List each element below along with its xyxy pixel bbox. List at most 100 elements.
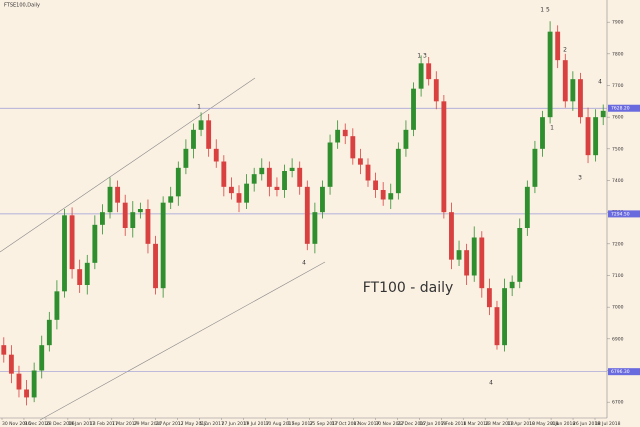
candle-body bbox=[92, 224, 98, 263]
wave-label: 1 bbox=[197, 104, 201, 111]
candle-body bbox=[335, 129, 341, 143]
candle-body bbox=[100, 212, 105, 225]
candle-body bbox=[471, 237, 477, 276]
candle-body bbox=[228, 186, 234, 194]
candle-body bbox=[388, 193, 394, 200]
y-tick-label: 7500 bbox=[612, 146, 624, 152]
x-tick-label: 30 Nov 2017 bbox=[375, 421, 404, 427]
candle-body bbox=[168, 196, 174, 203]
y-tick-label: 6700 bbox=[612, 400, 624, 406]
y-tick-label: 7600 bbox=[612, 115, 624, 121]
x-tick-label: 18 Jul 2018 bbox=[595, 421, 621, 427]
candle-body bbox=[266, 167, 272, 187]
y-tick-label: 7200 bbox=[612, 241, 624, 247]
candle-body bbox=[426, 63, 432, 80]
candle-body bbox=[433, 79, 439, 102]
x-tick-label: 4 Jun 2018 bbox=[551, 421, 575, 427]
candle-body bbox=[107, 186, 113, 213]
candle-body bbox=[84, 262, 90, 285]
candle-body bbox=[532, 148, 538, 187]
candle-body bbox=[39, 345, 45, 371]
candle-body bbox=[282, 171, 287, 190]
candle-body bbox=[456, 250, 462, 260]
x-tick-label: 1 Mar 2018 bbox=[463, 421, 489, 427]
candle-body bbox=[320, 186, 325, 213]
x-tick-label: 5 Jun 2017 bbox=[200, 421, 224, 427]
x-tick-label: 8 Nov 2017 bbox=[353, 421, 379, 427]
x-tick-label: 12 May 2017 bbox=[178, 421, 207, 427]
candle-body bbox=[509, 281, 515, 289]
candle-body bbox=[555, 31, 561, 61]
x-tick-label: 13 Feb 2017 bbox=[90, 421, 118, 427]
x-tick-label: 7 Feb 2018 bbox=[441, 421, 466, 427]
wave-label: 2 bbox=[563, 47, 567, 54]
wave-label: 4 bbox=[489, 380, 493, 387]
candle-body bbox=[357, 158, 363, 165]
candle-body bbox=[494, 307, 500, 346]
chart-header: FTSE100,Daily bbox=[4, 3, 40, 9]
candle-body bbox=[373, 180, 379, 190]
candle-body bbox=[502, 288, 507, 346]
candle-body bbox=[16, 373, 22, 390]
candle-body bbox=[46, 319, 52, 346]
candle-body bbox=[304, 186, 310, 244]
candle-body bbox=[221, 161, 227, 187]
level-label: 6796.30 bbox=[611, 369, 630, 375]
x-tick-label: 10 May 2018 bbox=[529, 421, 558, 427]
x-tick-label: 17 Oct 2017 bbox=[331, 421, 359, 427]
candle-body bbox=[365, 164, 371, 181]
x-tick-label: 19 Jan 2017 bbox=[68, 421, 95, 427]
candle-body bbox=[130, 212, 136, 228]
candle-body bbox=[24, 389, 29, 398]
candle-body bbox=[145, 209, 151, 244]
candle-body bbox=[464, 250, 470, 276]
candle-body bbox=[198, 120, 204, 130]
candle-body bbox=[69, 215, 75, 270]
candle-body bbox=[206, 120, 212, 149]
candle-body bbox=[517, 228, 523, 282]
candle-body bbox=[380, 190, 386, 200]
candle-body bbox=[289, 167, 295, 171]
candle-body bbox=[403, 129, 409, 149]
level-label-box bbox=[608, 368, 640, 376]
candle-body bbox=[342, 129, 348, 137]
channel-line bbox=[39, 261, 326, 421]
candle-body bbox=[274, 186, 280, 190]
candle-body bbox=[600, 110, 606, 118]
candle-body bbox=[259, 167, 265, 175]
wave-label: 1 bbox=[550, 125, 554, 132]
candle-body bbox=[244, 183, 250, 203]
x-tick-label: 29 Mar 2017 bbox=[134, 421, 163, 427]
candle-body bbox=[153, 243, 158, 289]
candle-body bbox=[479, 237, 485, 289]
channel-line bbox=[0, 77, 256, 253]
candle-body bbox=[395, 148, 401, 194]
candle-body bbox=[449, 212, 454, 260]
candle-body bbox=[418, 63, 424, 89]
candle-body bbox=[524, 186, 530, 228]
candle-body bbox=[175, 167, 181, 197]
x-tick-label: 9 Dec 2016 bbox=[24, 421, 50, 427]
level-label-box bbox=[608, 104, 640, 112]
x-tick-label: 30 Nov 2016 bbox=[2, 421, 31, 427]
candle-body bbox=[486, 288, 492, 308]
y-tick-label: 7800 bbox=[612, 51, 624, 57]
candle-body bbox=[62, 215, 67, 292]
y-tick-label: 7100 bbox=[612, 273, 624, 279]
candle-body bbox=[411, 88, 416, 130]
y-tick-label: 7900 bbox=[612, 20, 624, 26]
x-tick-label: 28 Dec 2016 bbox=[46, 421, 75, 427]
candle-body bbox=[441, 101, 447, 213]
x-tick-label: 23 Mar 2018 bbox=[485, 421, 514, 427]
candle-body bbox=[122, 202, 128, 228]
wave-label: 4 bbox=[302, 260, 306, 267]
candle-body bbox=[1, 345, 7, 355]
candle-body bbox=[8, 354, 14, 374]
x-tick-label: 16 Jan 2018 bbox=[419, 421, 446, 427]
candle-body bbox=[593, 117, 599, 156]
x-tick-label: 26 Jun 2018 bbox=[573, 421, 600, 427]
y-tick-label: 6900 bbox=[612, 336, 624, 342]
x-tick-label: 19 Jul 2017 bbox=[244, 421, 270, 427]
candle-body bbox=[570, 79, 576, 102]
